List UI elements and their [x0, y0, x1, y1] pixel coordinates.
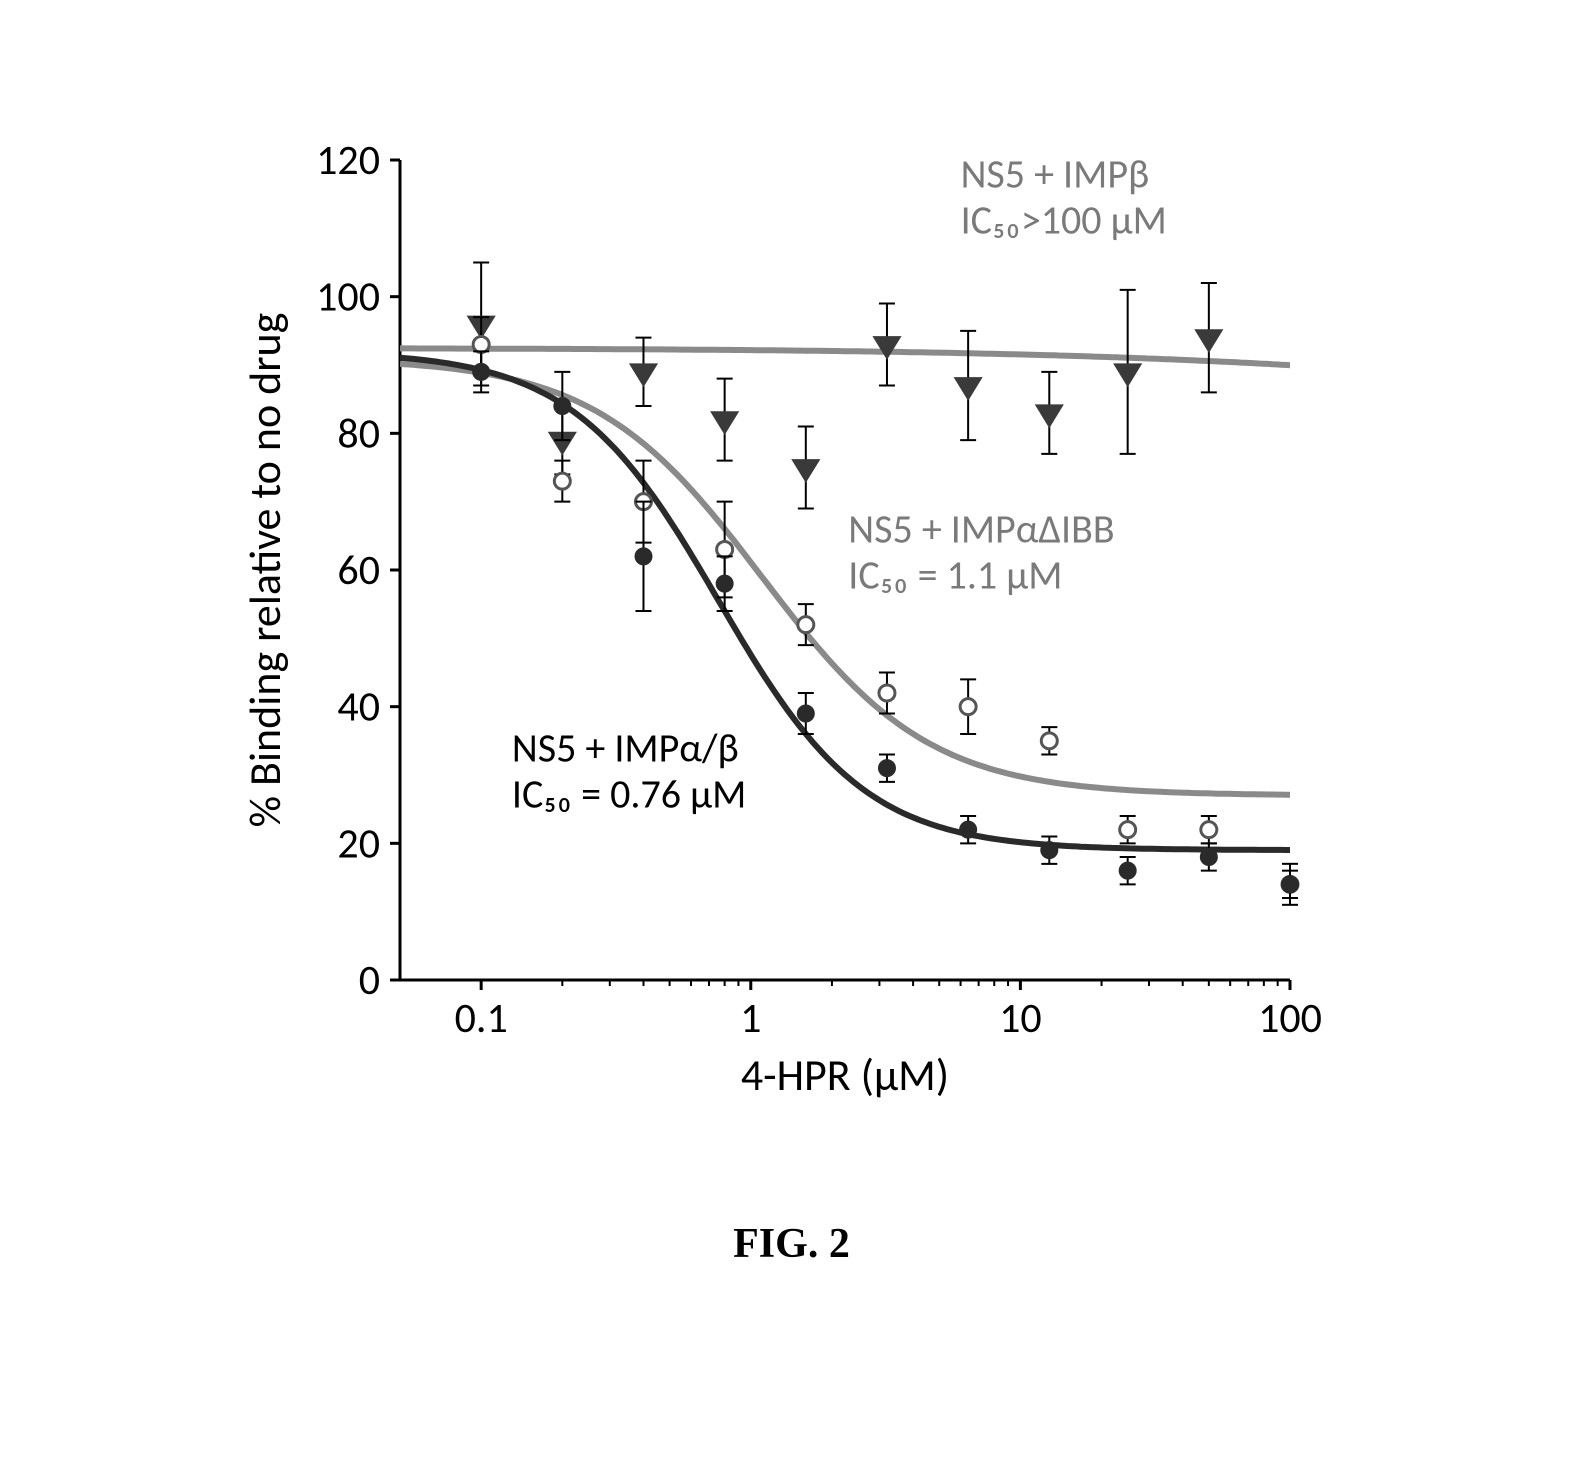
svg-text:1: 1 — [740, 993, 761, 1044]
svg-text:IC₅₀ = 0.76 µM: IC₅₀ = 0.76 µM — [512, 769, 746, 818]
svg-text:120: 120 — [316, 135, 380, 186]
figure-caption: FIG. 2 — [0, 1220, 1583, 1268]
svg-text:100: 100 — [316, 272, 380, 323]
svg-text:80: 80 — [337, 408, 380, 459]
svg-text:100: 100 — [1258, 993, 1322, 1044]
svg-text:NS5 + IMPαΔIBB: NS5 + IMPαΔIBB — [848, 505, 1114, 554]
svg-text:0: 0 — [359, 955, 380, 1006]
chart-container: 0 20 40 60 80 100 120 0.1 1 10 100 4-HPR (µM) % Bind… — [230, 130, 1330, 1130]
svg-text:10: 10 — [999, 993, 1042, 1044]
page: 0 20 40 60 80 100 120 0.1 1 10 100 4-HPR (µM) % Bind… — [0, 0, 1583, 1470]
svg-text:0.1: 0.1 — [455, 993, 508, 1044]
svg-text:IC₅₀>100 µM: IC₅₀>100 µM — [961, 195, 1167, 244]
binding-chart: 0 20 40 60 80 100 120 0.1 1 10 100 4-HPR (µM) % Bind… — [230, 130, 1330, 1130]
svg-text:4-HPR (µM): 4-HPR (µM) — [741, 1048, 949, 1102]
svg-text:20: 20 — [337, 818, 380, 869]
svg-text:40: 40 — [337, 682, 380, 733]
svg-text:NS5 + IMPα/β: NS5 + IMPα/β — [512, 723, 739, 772]
svg-text:60: 60 — [337, 545, 380, 596]
svg-text:IC₅₀ = 1.1 µM: IC₅₀ = 1.1 µM — [848, 551, 1062, 600]
svg-text:% Binding relative to no drug: % Binding relative to no drug — [238, 313, 292, 828]
svg-text:NS5 + IMPβ: NS5 + IMPβ — [961, 149, 1150, 198]
